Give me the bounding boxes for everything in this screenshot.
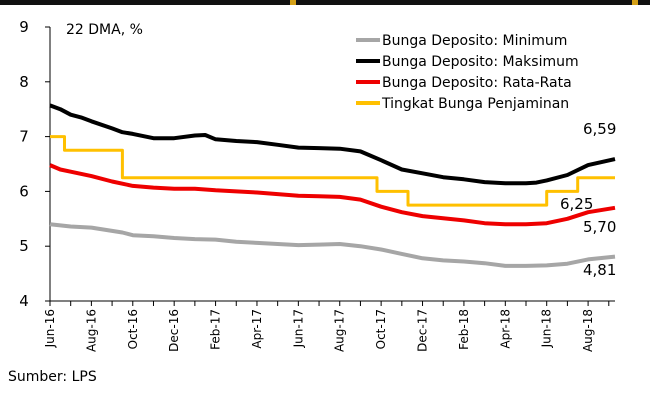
end-value-label: 6,59 [583, 120, 616, 138]
x-tick-label: Oct-16 [126, 309, 140, 349]
legend: Bunga Deposito: Minimum Bunga Deposito: M… [356, 33, 579, 112]
x-tick-label: Dec-16 [167, 309, 181, 352]
x-tick-label: Oct-17 [374, 309, 388, 349]
top-border-bar [0, 0, 650, 5]
legend-label: Tingkat Bunga Penjaminan [381, 96, 569, 112]
x-tick-label: Feb-18 [457, 309, 471, 350]
end-value-label: 6,25 [560, 195, 593, 213]
x-tick-label: Apr-17 [250, 309, 264, 349]
y-tick-label: 6 [19, 182, 29, 200]
x-tick-label: Feb-17 [209, 309, 223, 350]
legend-label: Bunga Deposito: Maksimum [382, 54, 579, 70]
y-tick-label: 5 [19, 237, 29, 255]
x-tick-label: Aug-17 [333, 309, 347, 352]
series-group [49, 103, 616, 268]
legend-label: Bunga Deposito: Rata-Rata [382, 75, 572, 91]
end-labels-group: 4,81 6,59 5,70 6,25 [560, 120, 616, 279]
end-value-label: 5,70 [583, 218, 616, 236]
x-tick-label: Jun-18 [540, 309, 554, 348]
top-border-accent [632, 0, 638, 5]
series-line [49, 222, 616, 268]
ticks-group: 4 5 6 7 8 9 Jun-16 Aug-16 Oct-16 Dec-16 Feb-17 Apr-… [19, 18, 610, 352]
legend-label: Bunga Deposito: Minimum [382, 33, 567, 49]
y-tick-label: 8 [19, 73, 29, 91]
y-tick-label: 9 [19, 18, 29, 36]
x-tick-label: Apr-18 [498, 309, 512, 349]
series-line [49, 103, 616, 186]
series-line [50, 135, 615, 207]
x-tick-label: Aug-18 [581, 309, 595, 352]
y-tick-label: 7 [19, 128, 29, 146]
x-tick-label: Jun-17 [291, 309, 305, 348]
axes-group [49, 27, 615, 302]
y-tick-label: 4 [19, 292, 29, 310]
x-tick-label: Jun-16 [43, 309, 57, 348]
series-line [49, 163, 616, 227]
x-tick-label: Dec-17 [416, 309, 430, 352]
end-value-label: 4,81 [583, 261, 616, 279]
source-note: Sumber: LPS [8, 369, 97, 385]
top-border-accent [290, 0, 296, 5]
x-tick-label: Aug-16 [84, 309, 98, 352]
y-axis-unit-label: 22 DMA, % [66, 22, 143, 38]
